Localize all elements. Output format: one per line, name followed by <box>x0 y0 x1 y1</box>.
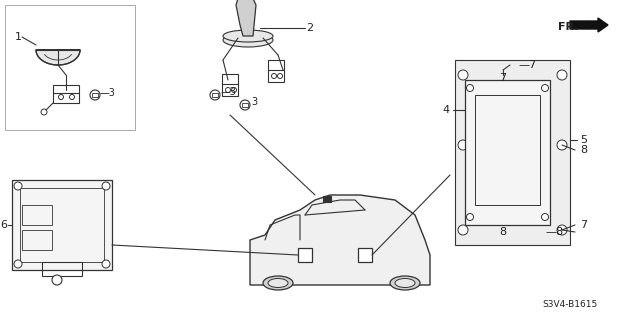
Circle shape <box>41 109 47 115</box>
Text: FR.: FR. <box>558 22 579 32</box>
Polygon shape <box>36 50 80 65</box>
Circle shape <box>58 94 63 100</box>
Text: 5: 5 <box>580 135 587 145</box>
Text: S3V4-B1615: S3V4-B1615 <box>542 300 598 309</box>
Circle shape <box>225 87 230 93</box>
Circle shape <box>240 100 250 110</box>
Circle shape <box>210 90 220 100</box>
Polygon shape <box>250 195 430 285</box>
Text: 1: 1 <box>15 32 22 42</box>
Circle shape <box>14 260 22 268</box>
Ellipse shape <box>263 276 293 290</box>
Bar <box>358 248 372 262</box>
Bar <box>12 180 112 270</box>
Circle shape <box>102 260 110 268</box>
Text: 2: 2 <box>307 23 314 33</box>
Text: 7: 7 <box>580 220 587 230</box>
Text: —8: —8 <box>545 227 563 237</box>
Text: 8: 8 <box>580 145 587 155</box>
Bar <box>298 248 312 262</box>
Bar <box>323 196 331 202</box>
Ellipse shape <box>395 278 415 287</box>
Circle shape <box>232 87 237 93</box>
Circle shape <box>70 94 74 100</box>
Bar <box>42 262 82 276</box>
Bar <box>268 60 284 82</box>
Circle shape <box>467 213 474 220</box>
Text: —7: —7 <box>518 60 536 70</box>
Bar <box>475 95 540 205</box>
Bar <box>242 103 248 107</box>
FancyArrow shape <box>570 18 608 32</box>
Circle shape <box>541 213 548 220</box>
Circle shape <box>557 225 567 235</box>
Bar <box>53 85 79 103</box>
Bar <box>465 80 550 225</box>
Text: 4: 4 <box>443 105 450 115</box>
Bar <box>212 93 218 97</box>
Bar <box>20 188 104 262</box>
Bar <box>455 60 570 245</box>
Polygon shape <box>236 0 256 36</box>
Circle shape <box>102 182 110 190</box>
Bar <box>92 93 98 97</box>
FancyArrowPatch shape <box>573 22 595 28</box>
Circle shape <box>467 85 474 92</box>
Ellipse shape <box>223 30 273 42</box>
Circle shape <box>14 182 22 190</box>
Text: 3: 3 <box>251 97 257 107</box>
Text: 8: 8 <box>499 227 507 237</box>
Circle shape <box>541 85 548 92</box>
Bar <box>22 230 52 250</box>
Circle shape <box>557 140 567 150</box>
Ellipse shape <box>390 276 420 290</box>
Text: 6: 6 <box>0 220 7 230</box>
Circle shape <box>271 73 276 78</box>
Circle shape <box>278 73 282 78</box>
Text: —3: —3 <box>100 88 116 98</box>
Bar <box>222 74 238 96</box>
Circle shape <box>458 140 468 150</box>
Text: 7: 7 <box>499 73 507 83</box>
Text: —3: —3 <box>221 87 237 97</box>
Bar <box>5 5 135 130</box>
Circle shape <box>557 70 567 80</box>
Circle shape <box>458 225 468 235</box>
Circle shape <box>52 275 62 285</box>
Circle shape <box>458 70 468 80</box>
Bar <box>22 205 52 225</box>
Ellipse shape <box>223 33 273 47</box>
Ellipse shape <box>268 278 288 287</box>
Circle shape <box>90 90 100 100</box>
